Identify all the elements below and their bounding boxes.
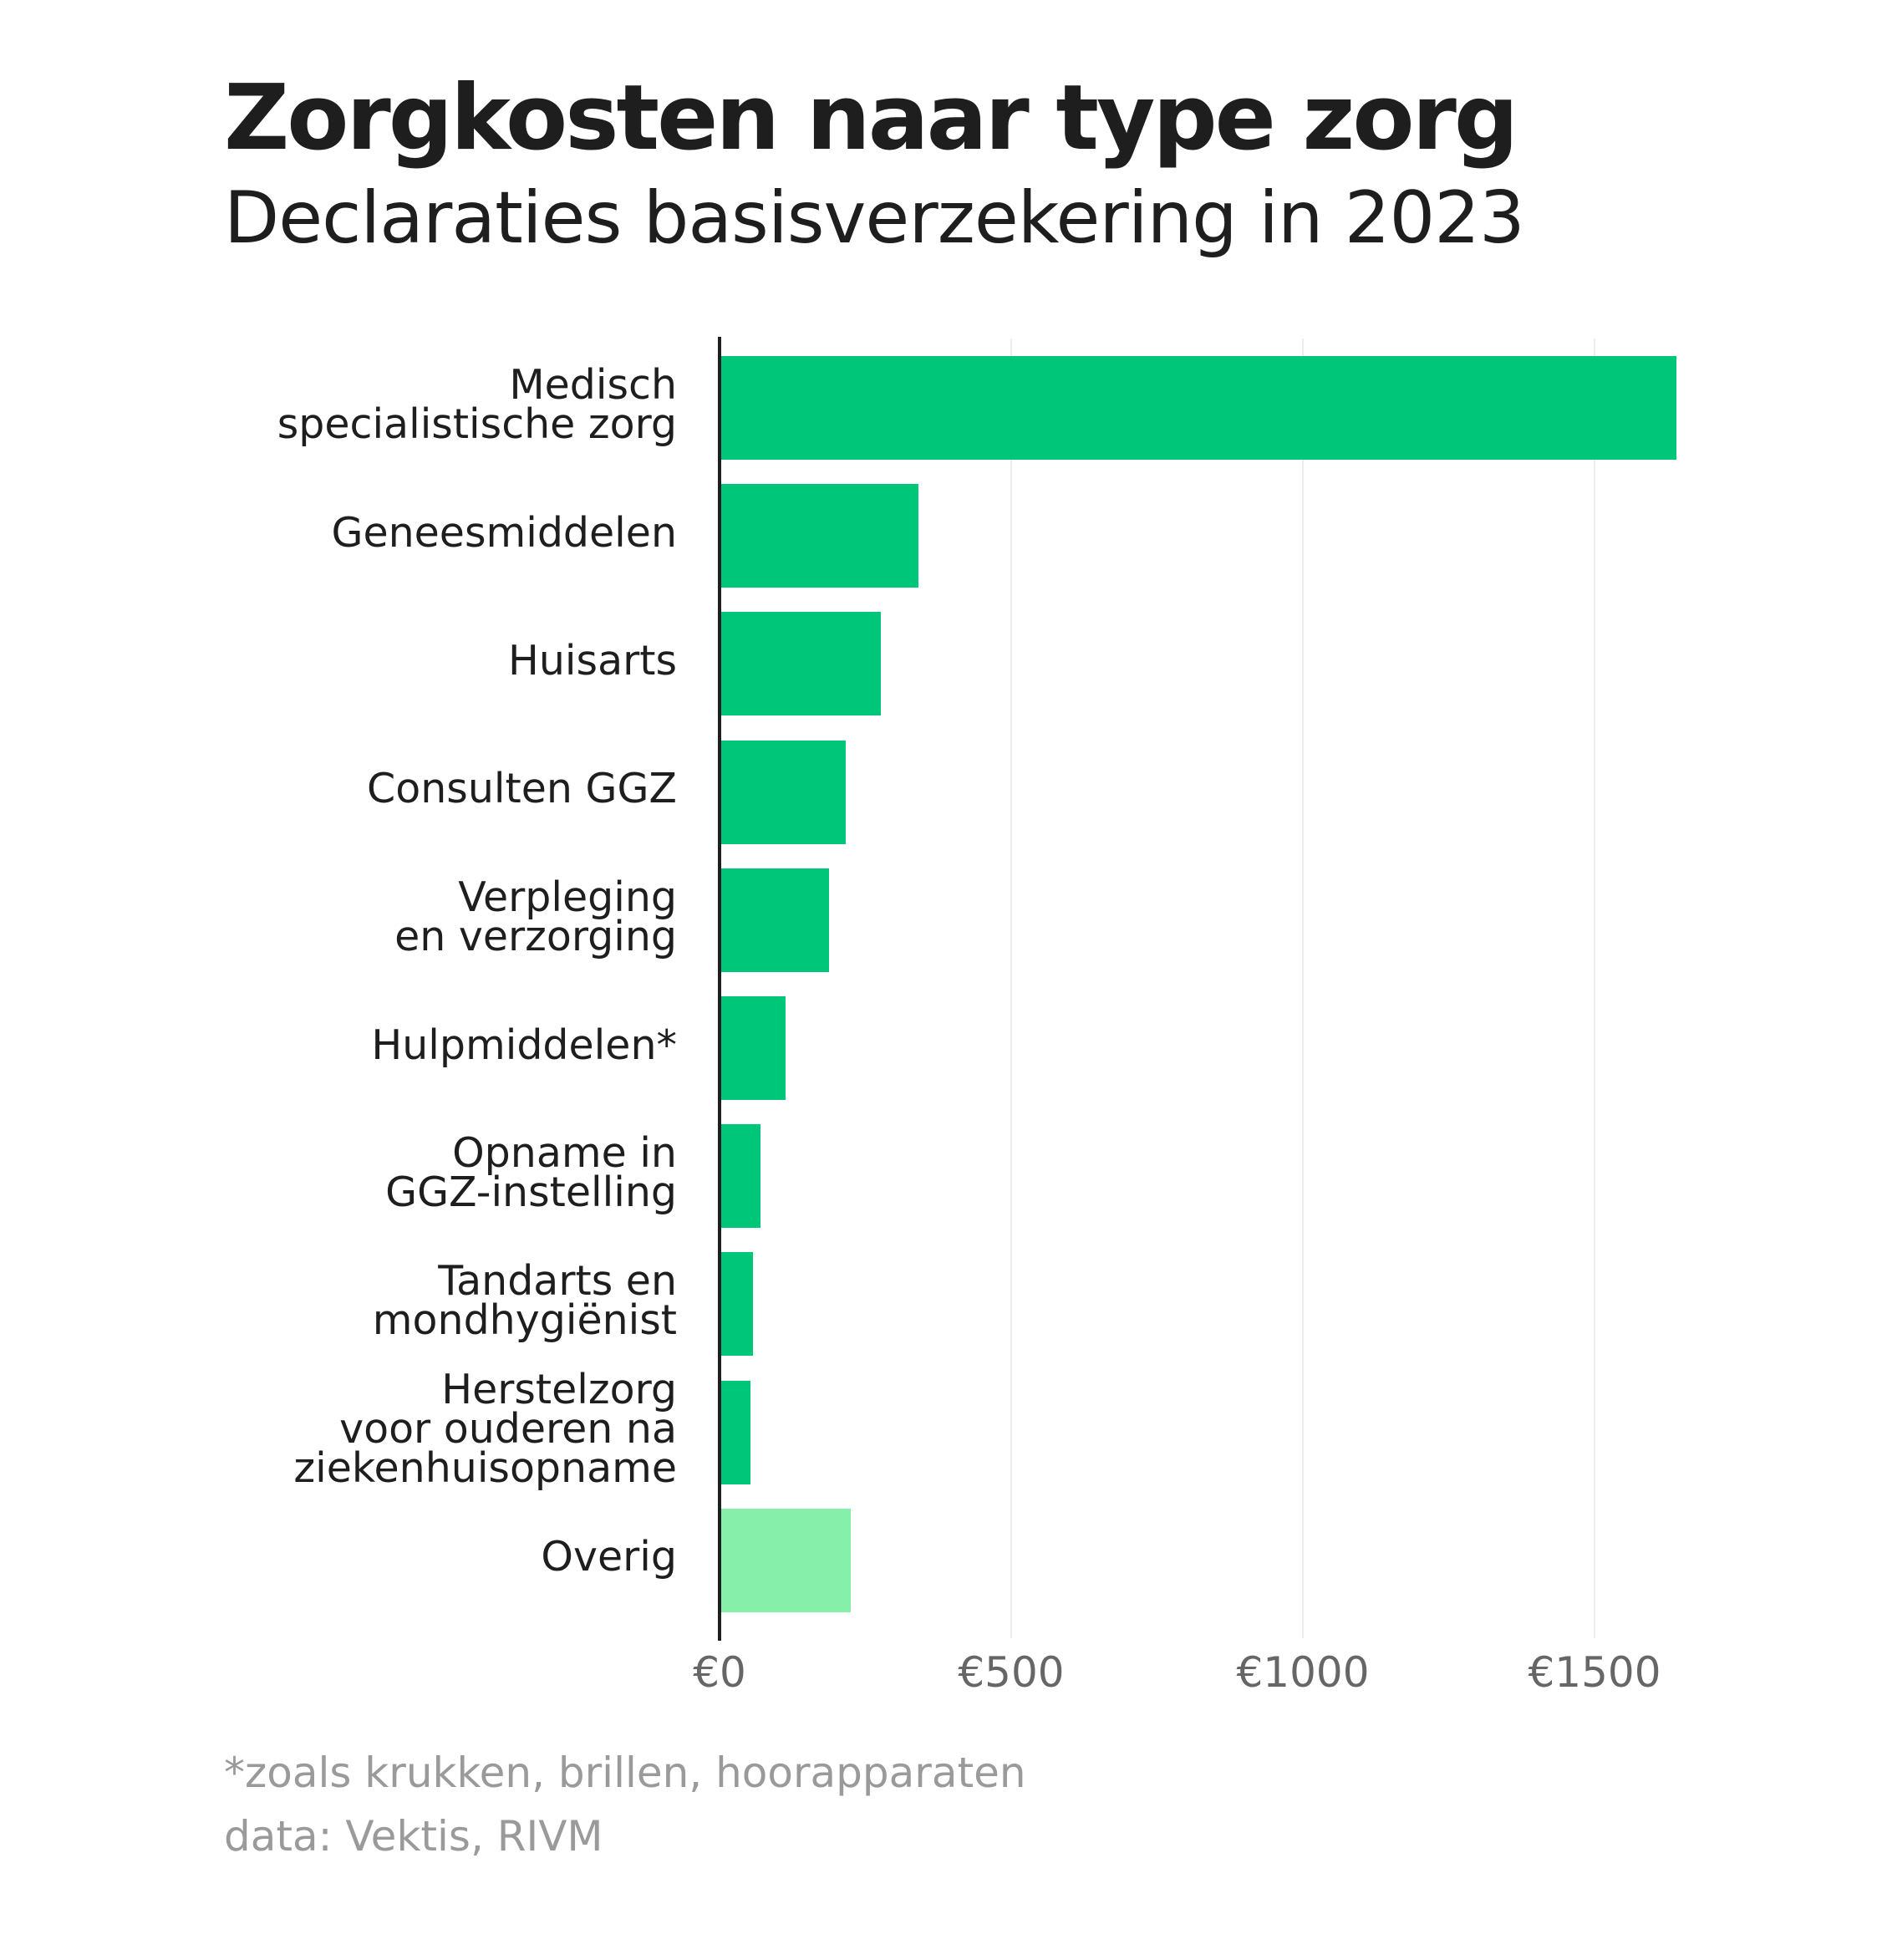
x-tick-label: €1500 bbox=[1528, 1648, 1661, 1697]
category-label: Tandarts en mondhygiënist bbox=[372, 1257, 677, 1345]
x-tick-label: €1000 bbox=[1236, 1648, 1370, 1697]
category-label: Huisarts bbox=[508, 636, 677, 685]
gridline bbox=[1010, 339, 1012, 1638]
x-tick-label: €500 bbox=[958, 1648, 1065, 1697]
y-axis-line bbox=[718, 337, 721, 1641]
bar bbox=[721, 740, 846, 844]
category-label: Hulpmiddelen* bbox=[371, 1021, 677, 1069]
bar bbox=[721, 1380, 750, 1484]
category-label: Overig bbox=[541, 1533, 677, 1581]
gridline bbox=[1302, 339, 1304, 1638]
chart-title: Zorgkosten naar type zorg bbox=[224, 66, 1518, 171]
category-label: Herstelzorg voor ouderen na ziekenhuisop… bbox=[293, 1366, 677, 1493]
bar bbox=[721, 868, 830, 972]
bar bbox=[721, 1252, 753, 1357]
category-label: Consulten GGZ bbox=[367, 765, 677, 813]
bar bbox=[721, 1508, 851, 1612]
footnote: *zoals krukken, brillen, hoorapparaten bbox=[224, 1749, 1026, 1797]
bar bbox=[721, 356, 1676, 460]
chart-subtitle: Declaraties basisverzekering in 2023 bbox=[224, 176, 1525, 260]
bar bbox=[721, 996, 786, 1100]
category-label: Geneesmiddelen bbox=[331, 508, 677, 557]
bar bbox=[721, 612, 881, 716]
x-tick-label: €0 bbox=[693, 1648, 746, 1697]
category-label: Verpleging en verzorging bbox=[394, 873, 677, 960]
bar bbox=[721, 484, 918, 588]
category-label: Opname in GGZ-instelling bbox=[385, 1129, 677, 1217]
bar bbox=[721, 1124, 760, 1229]
gridline bbox=[1594, 339, 1595, 1638]
source-note: data: Vektis, RIVM bbox=[224, 1812, 603, 1861]
category-label: Medisch specialistische zorg bbox=[277, 361, 677, 448]
